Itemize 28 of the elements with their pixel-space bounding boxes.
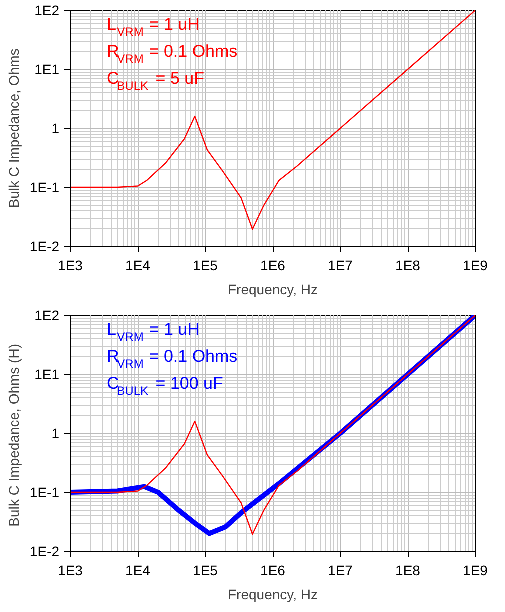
x-tick-label: 1E8 [396,258,421,274]
y-tick-label: 1E-1 [30,180,60,196]
y-axis-title: Bulk C Impedance, Ohms [6,48,22,208]
x-tick-label: 1E6 [260,562,286,578]
y-tick-label: 1 [52,426,60,442]
y-tick-label: 1E2 [34,2,60,18]
y-tick-label: 1E-2 [30,238,60,254]
x-tick-label: 1E5 [193,562,218,578]
y-tick-label: 1E-2 [30,544,60,560]
x-axis-title: Frequency, Hz [228,586,318,602]
x-tick-label: 1E6 [260,258,286,274]
x-tick-label: 1E4 [126,562,151,578]
x-tick-label: 1E9 [463,258,488,274]
x-tick-label: 1E9 [463,562,488,578]
y-tick-label: 1 [52,120,60,136]
y-tick-label: 1E2 [34,308,60,324]
y-tick-label: 1E1 [34,62,60,78]
y-tick-label: 1E1 [34,366,60,382]
x-tick-label: 1E4 [126,258,151,274]
x-tick-label: 1E7 [328,562,354,578]
x-axis-title: Frequency, Hz [228,282,318,298]
y-tick-label: 1E-1 [30,484,60,500]
x-tick-label: 1E3 [58,258,84,274]
x-tick-label: 1E8 [396,562,421,578]
y-axis-title: Bulk C Impedance, Ohms (H) [6,344,22,527]
x-tick-label: 1E3 [58,562,84,578]
x-tick-label: 1E5 [193,258,218,274]
x-tick-label: 1E7 [328,258,354,274]
